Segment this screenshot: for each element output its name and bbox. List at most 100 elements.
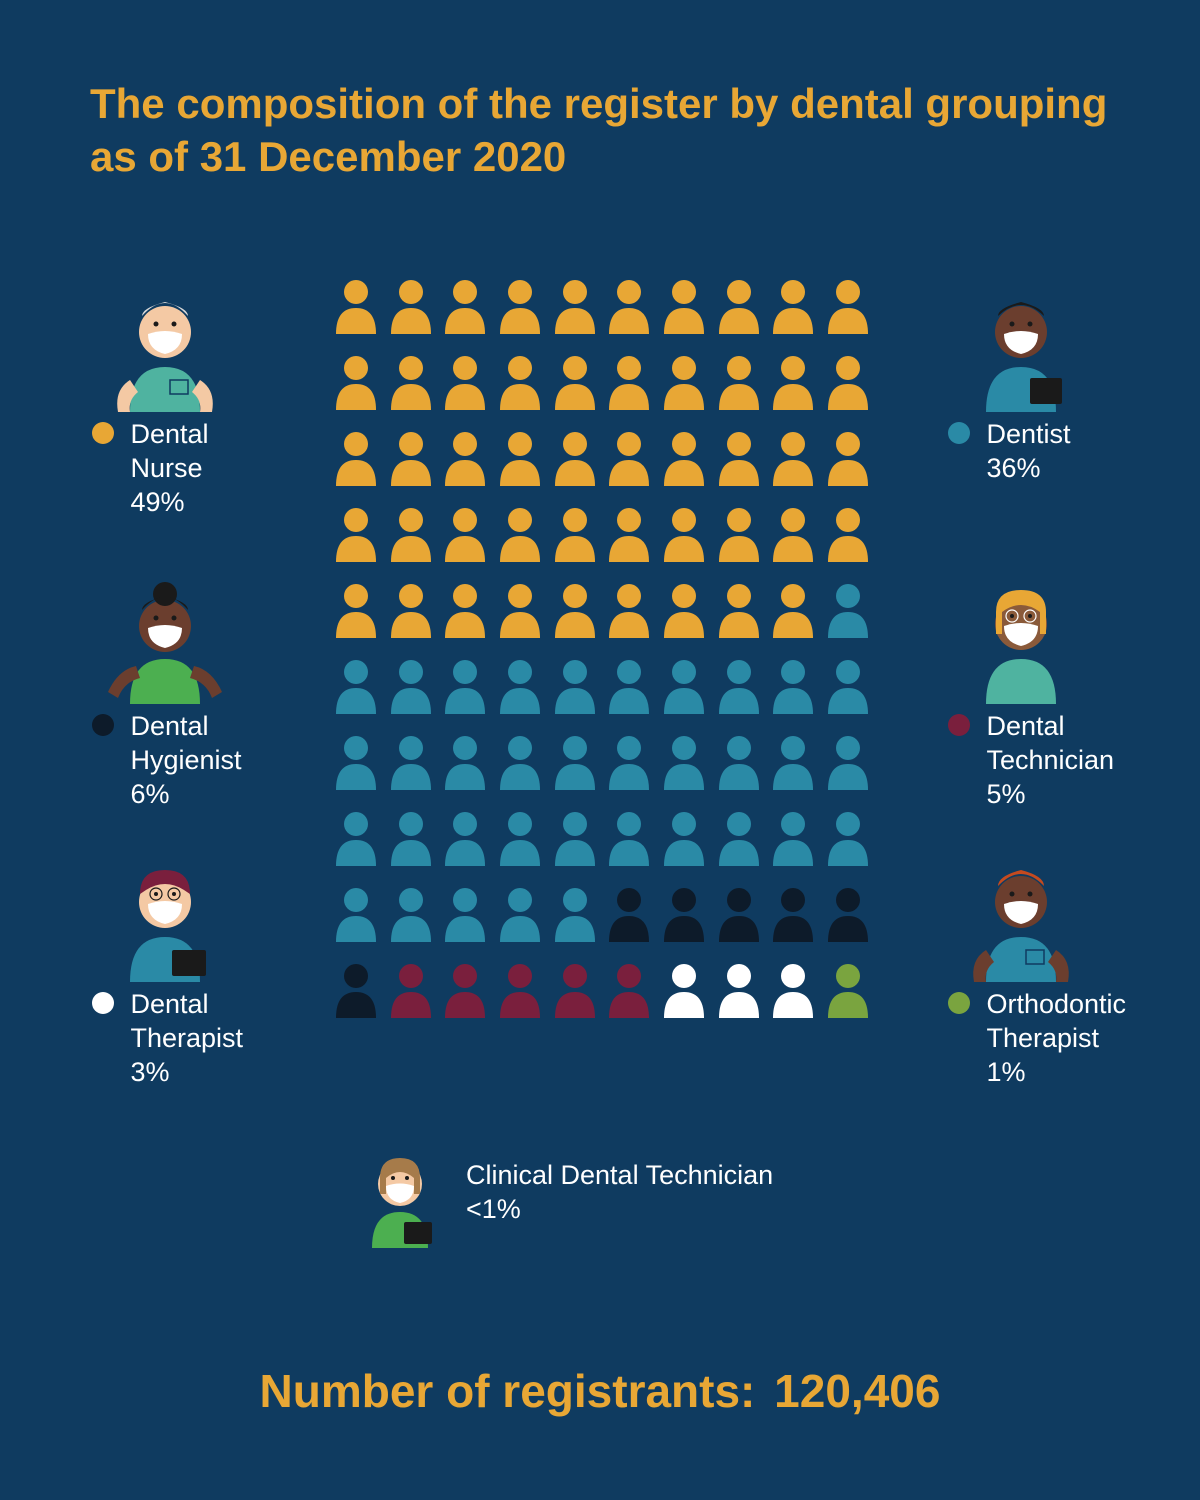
person-icon [607,278,651,334]
person-icon [662,810,706,866]
person-icon [498,354,542,410]
legend-label: DentalHygienist [130,711,241,775]
person-icon [553,886,597,942]
person-icon [334,810,378,866]
dot-icon [948,992,970,1014]
legend-label: DentalTechnician [986,711,1114,775]
person-icon [771,278,815,334]
person-icon [334,430,378,486]
person-icon [498,962,542,1018]
person-icon [553,354,597,410]
person-icon [662,506,706,562]
person-icon [717,506,761,562]
person-icon [662,582,706,638]
person-icon [443,278,487,334]
person-icon [443,506,487,562]
person-icon [607,430,651,486]
person-icon [498,582,542,638]
avatar-hygienist [100,564,230,709]
person-icon [717,582,761,638]
avatar-orthodontic [956,842,1086,987]
page-title: The composition of the register by denta… [90,78,1110,183]
footer-label: Number of registrants: [260,1365,756,1417]
person-icon [771,582,815,638]
person-icon [662,658,706,714]
person-icon [553,430,597,486]
person-icon [826,810,870,866]
person-icon [553,810,597,866]
person-icon [771,886,815,942]
person-icon [443,354,487,410]
person-icon [389,278,433,334]
person-icon [826,582,870,638]
person-icon [826,278,870,334]
person-icon [662,734,706,790]
person-icon [553,658,597,714]
person-icon [662,354,706,410]
person-icon [717,278,761,334]
person-icon [717,354,761,410]
dot-icon [92,992,114,1014]
person-icon [553,734,597,790]
person-icon [553,582,597,638]
legend-label: DentalNurse [130,419,208,483]
person-icon [334,354,378,410]
legend-label: Clinical Dental Technician [466,1160,773,1190]
legend-percent: 6% [130,779,169,809]
person-icon [771,354,815,410]
legend-percent: 36% [986,453,1040,483]
person-icon [607,354,651,410]
person-icon [443,658,487,714]
person-icon [498,734,542,790]
person-icon [826,354,870,410]
legend-label: DentalTherapist [130,989,243,1053]
dot-icon [92,422,114,444]
person-icon [389,582,433,638]
person-icon [334,962,378,1018]
person-icon [498,506,542,562]
person-icon [717,658,761,714]
avatar-technician [956,564,1086,709]
person-icon [443,734,487,790]
person-icon [389,734,433,790]
dot-icon [92,714,114,736]
legend-percent: 49% [130,487,184,517]
person-icon [607,886,651,942]
legend-dentist: Dentist 36% [948,418,1071,486]
person-icon [771,430,815,486]
person-icon [389,886,433,942]
person-icon [826,886,870,942]
person-icon [334,278,378,334]
avatar-therapist [100,842,230,987]
legend-percent: 1% [986,1057,1025,1087]
person-icon [498,430,542,486]
legend-label: Dentist [986,419,1070,449]
person-icon [389,962,433,1018]
person-icon [553,506,597,562]
legend-nurse: DentalNurse 49% [92,418,209,519]
person-icon [389,810,433,866]
person-icon [717,430,761,486]
legend-clinical-technician: Clinical Dental Technician<1% [352,1138,773,1248]
dot-icon [948,714,970,736]
legend-hygienist: DentalHygienist 6% [92,710,242,811]
person-icon [498,658,542,714]
person-icon [553,278,597,334]
avatar-clinical-technician [352,1138,448,1248]
legend-percent: 3% [130,1057,169,1087]
legend-technician: DentalTechnician5% [948,710,1114,811]
person-icon [498,278,542,334]
person-icon [717,810,761,866]
person-icon [607,582,651,638]
person-icon [662,430,706,486]
person-icon [389,430,433,486]
person-icon [717,886,761,942]
person-icon [498,886,542,942]
person-icon [771,506,815,562]
person-icon [826,734,870,790]
avatar-nurse [100,272,230,417]
person-icon [826,430,870,486]
footer-total: Number of registrants: 120,406 [0,1364,1200,1418]
person-icon [662,278,706,334]
pictogram-grid [334,278,870,1038]
